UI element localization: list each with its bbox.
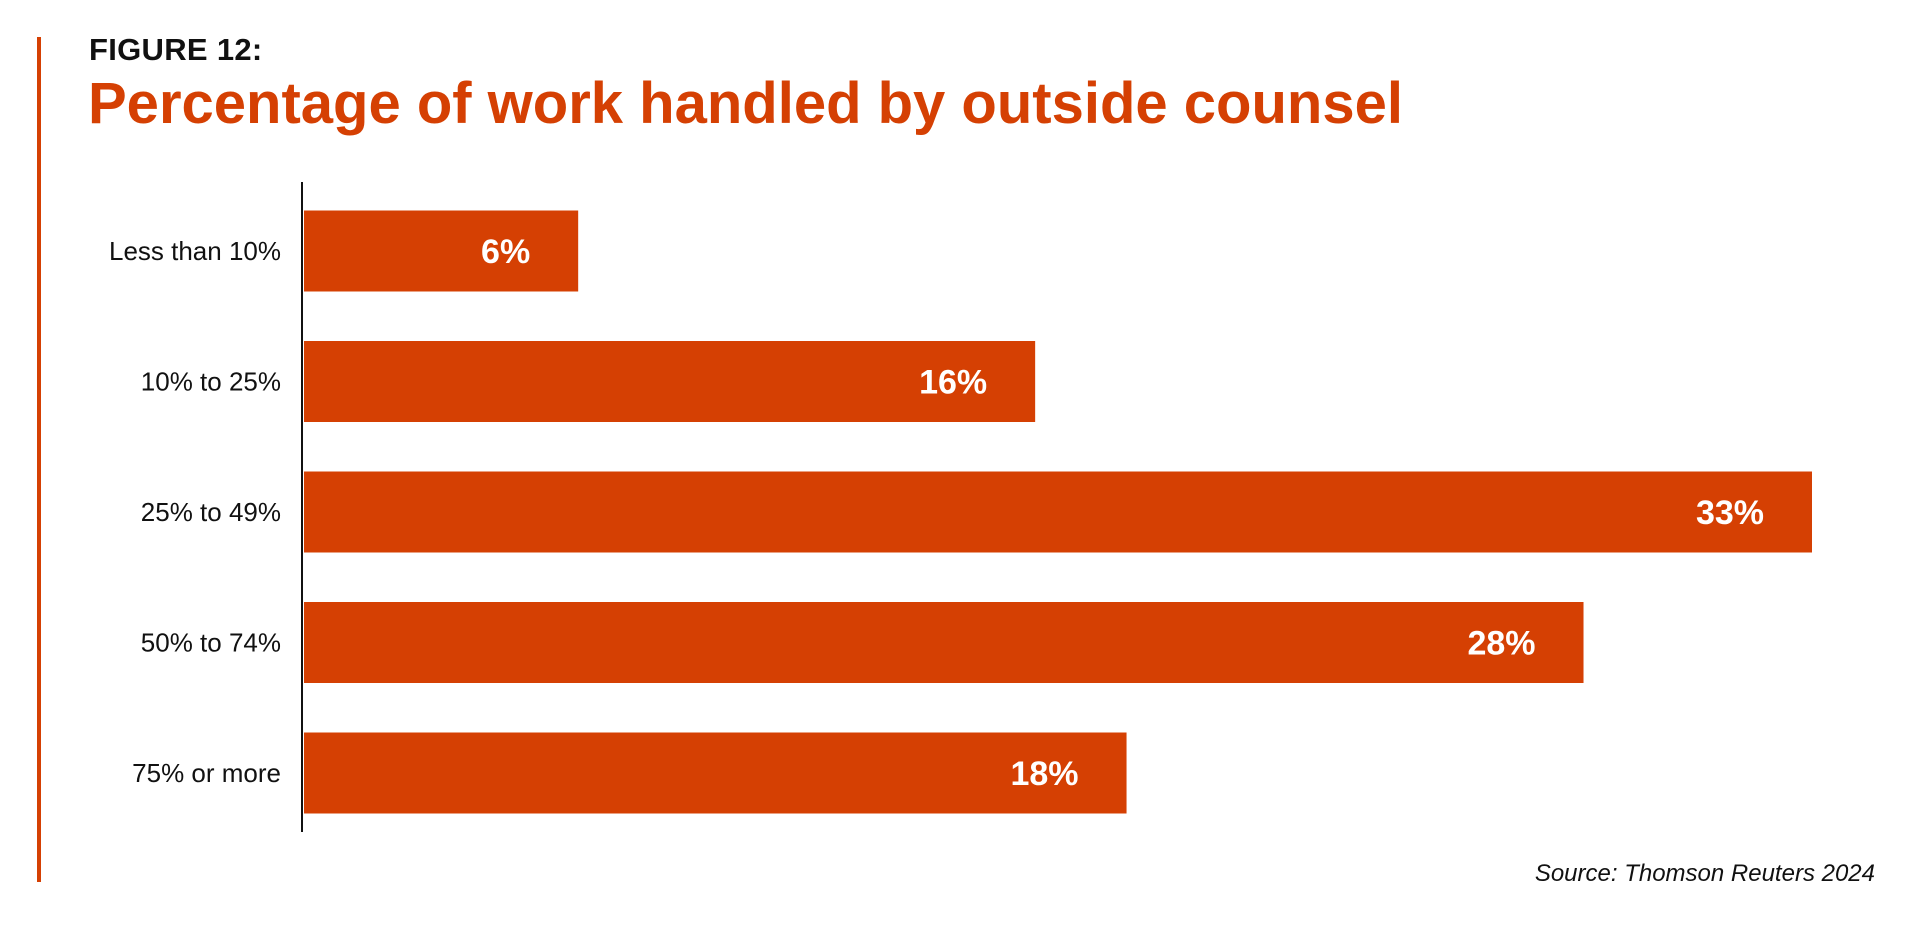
bar: [304, 471, 1812, 553]
category-label: 75% or more: [132, 758, 281, 788]
category-label: 50% to 74%: [141, 628, 281, 658]
category-label: 10% to 25%: [141, 367, 281, 397]
bar: [304, 341, 1036, 422]
bar: [304, 602, 1584, 683]
category-label: Less than 10%: [109, 236, 281, 266]
value-label: 18%: [1010, 755, 1078, 793]
chart-title: Percentage of work handled by outside co…: [88, 71, 1403, 136]
accent-rule: [37, 37, 41, 882]
category-label: 25% to 49%: [141, 497, 281, 527]
bar: [304, 210, 579, 292]
figure-label: FIGURE 12:: [89, 32, 263, 67]
bar: [304, 732, 1127, 814]
value-label: 33%: [1696, 494, 1764, 532]
value-label: 28%: [1467, 625, 1535, 663]
value-label: 6%: [481, 233, 530, 271]
bars-group: Less than 10% 6% 10% to 25% 16% 25% to 49% 33…: [109, 210, 1812, 814]
source-note: Source: Thomson Reuters 2024: [1534, 860, 1875, 887]
value-label: 16%: [919, 364, 987, 402]
